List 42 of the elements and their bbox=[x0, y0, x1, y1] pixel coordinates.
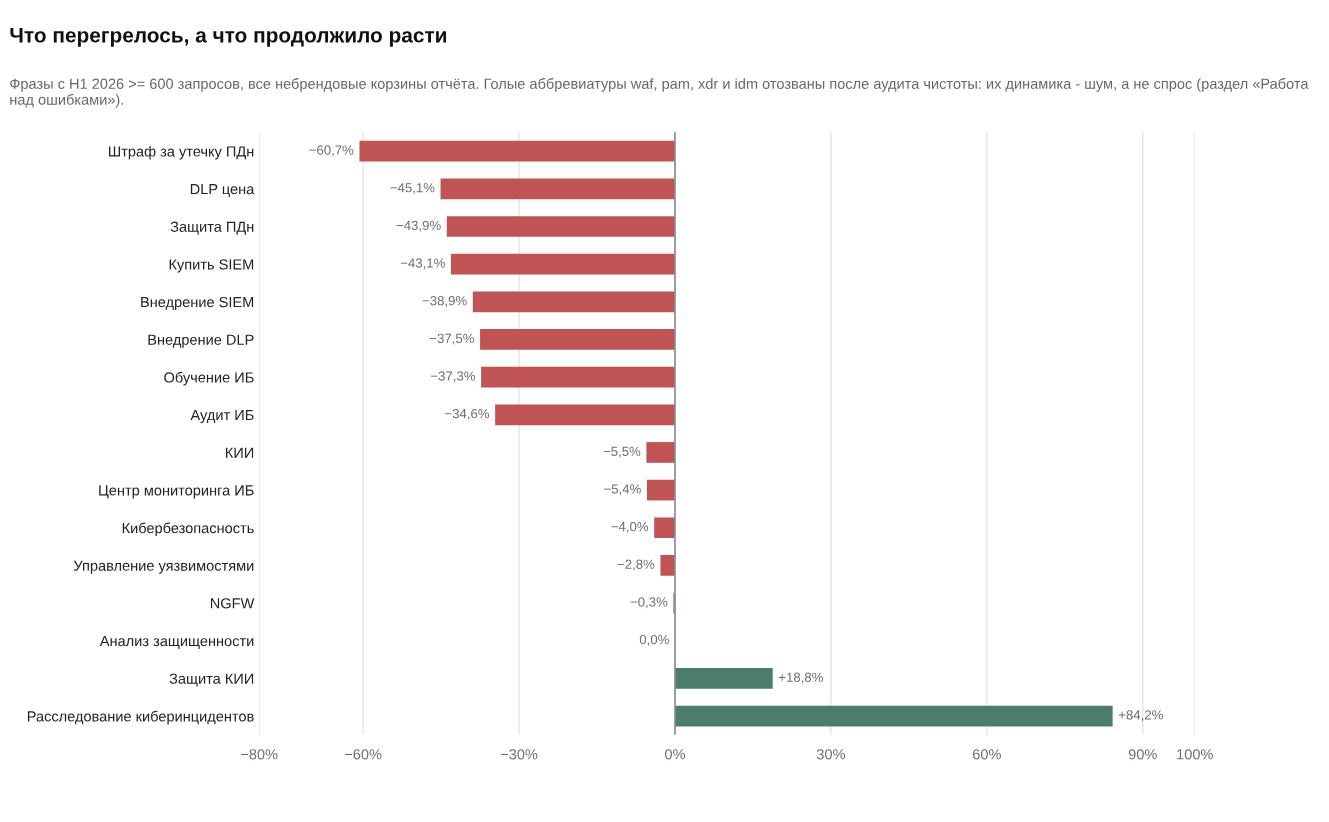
y-tick-label: Купить SIEM bbox=[169, 259, 254, 273]
data-label: −34,6% bbox=[445, 408, 490, 420]
data-label: −5,5% bbox=[603, 446, 641, 458]
data-label: −43,1% bbox=[400, 258, 445, 270]
chart-title: Что перегрелось, а что продолжило расти bbox=[10, 28, 447, 47]
y-tick-label: Центр мониторинга ИБ bbox=[99, 485, 254, 499]
y-tick-label: Расследование киберинцидентов bbox=[27, 710, 254, 725]
data-label: +18,8% bbox=[778, 672, 823, 684]
data-label: −2,8% bbox=[617, 559, 655, 571]
y-tick-label: Штраф за утечку ПДн bbox=[109, 145, 254, 160]
y-tick-label: Анализ защищенности bbox=[99, 635, 254, 649]
data-label: −38,9% bbox=[422, 296, 467, 307]
x-tick-label: 100% bbox=[1177, 749, 1213, 760]
y-tick-label: Аудит ИБ bbox=[190, 410, 254, 424]
x-tick-label: −80% bbox=[241, 749, 278, 760]
y-tick-label: NGFW bbox=[210, 598, 255, 609]
data-label: −5,4% bbox=[604, 484, 641, 496]
data-label: 0,0% bbox=[639, 634, 669, 646]
y-tick-label: Защита КИИ bbox=[169, 673, 254, 687]
data-label: −43,9% bbox=[396, 220, 441, 232]
chart-subtitle: Фразы с H1 2026 >= 600 запросов, все небрендовые корзины отчёта. Голые аббревиатуры waf, pam, xdr и idm отозваны после аудита чистоты: их динамика - шум, а не спрос (раздел «Работа над ошибками»). bbox=[10, 78, 1309, 108]
x-tick-label: 30% bbox=[816, 749, 845, 760]
data-label: −60,7% bbox=[309, 145, 354, 157]
y-tick-label: Управление уязвимостями bbox=[73, 560, 254, 574]
data-label: +84,2% bbox=[1118, 710, 1163, 722]
x-tick-label: 90% bbox=[1128, 749, 1157, 760]
data-label: −0,3% bbox=[630, 597, 668, 609]
data-label: −37,3% bbox=[431, 371, 476, 383]
x-tick-label: 0% bbox=[665, 749, 685, 760]
y-tick-label: Кибербезопасность bbox=[122, 522, 254, 537]
data-label: −4,0% bbox=[611, 521, 649, 533]
x-tick-label: −30% bbox=[500, 749, 538, 760]
y-tick-label: Внедрение DLP bbox=[148, 334, 254, 348]
x-tick-label: −60% bbox=[344, 749, 382, 760]
y-tick-label: Защита ПДн bbox=[170, 221, 254, 235]
y-tick-label: Обучение ИБ bbox=[164, 371, 254, 386]
y-tick-label: DLP цена bbox=[190, 184, 255, 198]
y-tick-label: КИИ bbox=[226, 447, 254, 458]
data-label: −45,1% bbox=[390, 183, 435, 194]
x-tick-label: 60% bbox=[973, 749, 1001, 760]
y-tick-label: Внедрение SIEM bbox=[141, 296, 254, 311]
data-label: −37,5% bbox=[429, 333, 474, 345]
